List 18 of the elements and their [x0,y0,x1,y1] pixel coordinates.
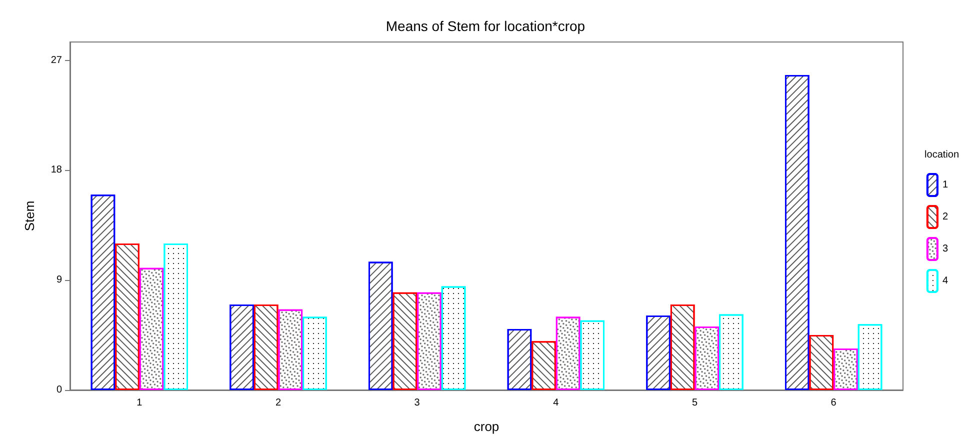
chart-title: Means of Stem for location*crop [386,18,586,34]
x-tick-label: 1 [136,398,143,408]
y-tick-label: 18 [50,164,62,176]
x-tick-label: 3 [414,398,420,408]
legend-title: location [924,150,959,160]
y-axis-title: Stem [22,200,37,232]
x-axis-title: crop [474,419,500,434]
y-tick-label: 9 [56,274,62,286]
legend-label: 2 [942,212,948,222]
x-tick-label: 4 [553,398,560,408]
x-tick-label: 6 [830,398,837,408]
y-tick-label: 0 [56,384,62,396]
legend-label: 3 [942,244,948,254]
legend-label: 4 [942,276,948,286]
y-tick-label: 27 [50,54,62,66]
x-tick-label: 5 [692,398,698,408]
x-tick-label: 2 [275,398,282,408]
legend-label: 1 [942,180,948,190]
